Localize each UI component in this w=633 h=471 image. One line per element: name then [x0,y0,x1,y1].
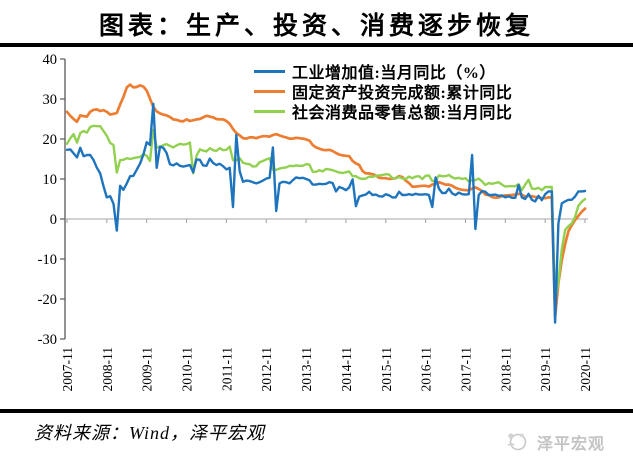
title-divider-rule [0,43,633,47]
legend-item-retail-sales: 社会消费品零售总额:当月同比 [254,101,513,122]
y-axis-tick-label: 10 [43,172,58,188]
y-axis-tick-label: -30 [38,332,57,348]
legend-item-industrial-output: 工业增加值:当月同比（%） [254,61,512,82]
brand-watermark: 泽平宏观 [505,430,605,454]
x-axis-tick-label: 2015-11 [379,347,394,392]
y-axis-tick-label: -20 [38,292,57,308]
y-axis-tick-label: 0 [50,212,57,228]
x-axis-tick-label: 2007-11 [60,347,75,392]
chart-title: 图表：生产、投资、消费逐步恢复 [98,13,534,40]
footer-divider-rule [0,409,633,413]
series-line-2 [65,124,587,303]
legend-item-fixed-asset-investment: 固定资产投资完成额:累计同比 [254,81,513,102]
legend-line-swatch-orange [254,89,285,93]
legend-label: 社会消费品零售总额:当月同比 [292,105,513,122]
x-axis-tick-label: 2017-11 [458,347,473,392]
brand-name: 泽平宏观 [537,436,606,453]
x-axis-tick-label: 2013-11 [299,347,314,392]
x-axis-tick-label: 2019-11 [538,347,553,392]
zeping-macro-logo-icon [507,433,527,451]
legend-line-swatch-blue [254,69,285,73]
y-axis-tick-label: 20 [43,132,58,148]
y-axis-tick-label: 40 [43,52,58,68]
series-line-0 [65,102,587,324]
y-axis-tick-label: 30 [43,92,58,108]
x-axis-tick-label: 2020-11 [578,347,593,392]
x-axis-tick-label: 2012-11 [259,347,274,392]
x-axis-tick-label: 2018-11 [498,347,513,392]
x-axis-tick-label: 2014-11 [339,347,354,392]
legend-label: 固定资产投资完成额:累计同比 [292,85,513,102]
x-axis-tick-label: 2008-11 [100,347,115,392]
legend-label: 工业增加值:当月同比（%） [292,65,496,82]
y-axis-tick-label: -10 [38,252,57,268]
source-note: 资料来源：Wind，泽平宏观 [34,423,266,443]
x-axis-tick-label: 2011-11 [219,347,234,391]
x-axis-tick-label: 2009-11 [140,347,155,392]
chart-legend: 工业增加值:当月同比（%） 固定资产投资完成额:累计同比 社会消费品零售总额:当… [254,61,513,122]
legend-line-swatch-green [254,109,285,113]
x-axis-tick-label: 2010-11 [180,347,195,392]
x-axis-tick-label: 2016-11 [419,347,434,392]
